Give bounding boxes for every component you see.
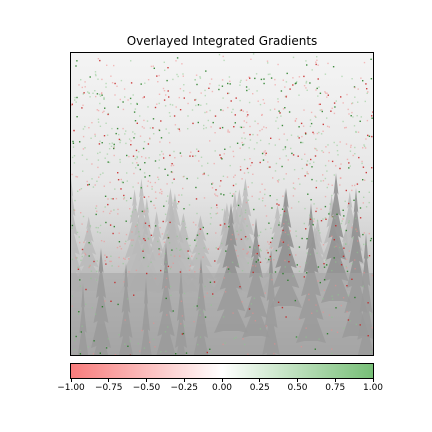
forest-scene — [71, 53, 373, 355]
colorbar-tick-label: 0.25 — [249, 383, 270, 393]
colorbar-tick-label: 0.50 — [287, 383, 308, 393]
colorbar-tick — [108, 378, 110, 382]
colorbar-tick — [259, 378, 261, 382]
figure-title: Overlayed Integrated Gradients — [126, 34, 318, 48]
attribution-speckles — [71, 53, 373, 355]
colorbar-tick — [297, 378, 298, 382]
colorbar-tick — [146, 378, 147, 382]
colorbar-tick-label: 1.00 — [362, 383, 384, 393]
colorbar-tick — [372, 378, 374, 382]
colorbar-tick — [70, 378, 72, 382]
colorbar-tick — [183, 378, 185, 382]
colorbar-axis: −1.00 −0.75 −0.50 −0.25 0.00 0.25 0.50 0.75 1.00 — [0, 378, 432, 408]
colorbar-tick — [221, 378, 223, 382]
colorbar-tick-label: −1.00 — [57, 383, 85, 393]
colorbar-tick-label: 0.75 — [325, 383, 346, 393]
colorbar-tick-label: 0.00 — [211, 383, 233, 393]
colorbar-tick-label: −0.50 — [132, 383, 161, 393]
colorbar-tick-label: −0.25 — [170, 383, 199, 393]
overlay-image — [70, 52, 374, 356]
ground-haze — [71, 273, 373, 355]
colorbar-tick-label: −0.75 — [94, 383, 123, 393]
colorbar-tick — [334, 378, 336, 382]
colorbar — [70, 363, 374, 379]
